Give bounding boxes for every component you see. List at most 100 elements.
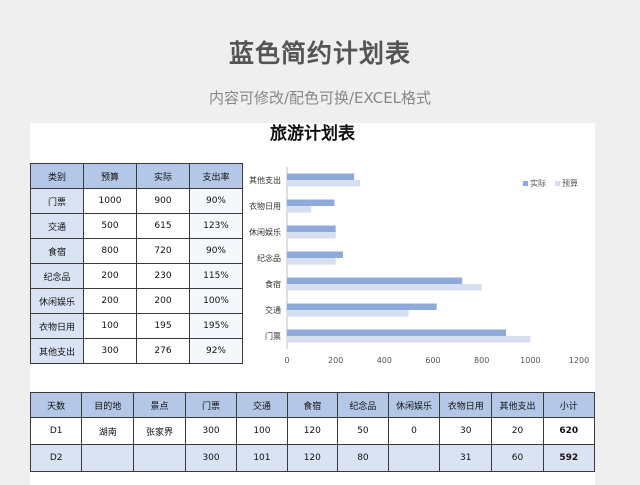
chart-legend-label: 预算 bbox=[562, 178, 578, 188]
chart-bar-actual bbox=[287, 225, 336, 232]
rate-cell[interactable]: 123% bbox=[189, 213, 243, 239]
table-cell[interactable]: 120 bbox=[286, 444, 339, 472]
daily-header-row: 天数 目的地 景点 门票 交通 食宿 纪念品 休闲娱乐 衣物日用 其他支出 小计 bbox=[29, 392, 596, 418]
chart-x-tick-label: 1000 bbox=[520, 356, 540, 365]
actual-cell[interactable]: 200 bbox=[136, 288, 190, 314]
rate-cell[interactable]: 90% bbox=[189, 238, 243, 264]
rate-cell[interactable]: 92% bbox=[189, 338, 243, 364]
chart-legend-swatch bbox=[523, 181, 528, 186]
budget-cell[interactable]: 100 bbox=[83, 313, 137, 339]
table-row: 衣物日用 100 195 195% bbox=[30, 313, 243, 339]
daily-header-cell[interactable]: 小计 bbox=[542, 392, 596, 418]
rate-cell[interactable]: 115% bbox=[189, 263, 243, 289]
daily-header-cell[interactable]: 交通 bbox=[236, 392, 288, 418]
chart-x-tick-label: 600 bbox=[425, 356, 440, 365]
category-cell[interactable]: 食宿 bbox=[30, 238, 84, 264]
budget-header-cell[interactable]: 类别 bbox=[30, 163, 84, 189]
budget-header-cell[interactable]: 支出率 bbox=[189, 163, 243, 189]
daily-header-cell[interactable]: 纪念品 bbox=[337, 392, 389, 418]
table-cell[interactable] bbox=[81, 444, 135, 472]
chart-x-tick-label: 400 bbox=[377, 356, 392, 365]
table-cell[interactable]: 31 bbox=[439, 444, 493, 472]
table-cell[interactable]: 100 bbox=[236, 417, 288, 445]
category-cell[interactable]: 休闲娱乐 bbox=[30, 288, 84, 314]
actual-cell[interactable]: 720 bbox=[136, 238, 190, 264]
table-row: 食宿 800 720 90% bbox=[30, 238, 243, 264]
chart-bar-budget bbox=[287, 310, 409, 317]
chart-legend-swatch bbox=[555, 181, 560, 186]
actual-cell[interactable]: 276 bbox=[136, 338, 190, 364]
chart-category-label: 休闲娱乐 bbox=[249, 227, 281, 237]
table-cell[interactable] bbox=[133, 444, 186, 472]
category-cell[interactable]: 衣物日用 bbox=[30, 313, 84, 339]
rate-cell[interactable]: 90% bbox=[189, 188, 243, 214]
subtotal-cell[interactable]: 592 bbox=[542, 444, 596, 472]
daily-header-cell[interactable]: 门票 bbox=[184, 392, 238, 418]
actual-cell[interactable]: 615 bbox=[136, 213, 190, 239]
table-cell[interactable] bbox=[387, 444, 441, 472]
actual-cell[interactable]: 195 bbox=[136, 313, 190, 339]
chart-bar-budget bbox=[287, 284, 482, 291]
table-row: 其他支出 300 276 92% bbox=[30, 338, 243, 364]
table-cell[interactable]: 80 bbox=[337, 444, 389, 472]
chart-bar-budget bbox=[287, 206, 312, 213]
daily-header-cell[interactable]: 景点 bbox=[133, 392, 186, 418]
table-cell[interactable]: 300 bbox=[184, 444, 238, 472]
chart-bar-budget bbox=[287, 180, 360, 187]
daily-header-cell[interactable]: 衣物日用 bbox=[439, 392, 493, 418]
chart-bar-actual bbox=[287, 199, 335, 206]
rate-cell[interactable]: 195% bbox=[189, 313, 243, 339]
table-cell[interactable]: 120 bbox=[286, 417, 339, 445]
chart-bar-actual bbox=[287, 277, 463, 284]
table-cell[interactable]: 0 bbox=[387, 417, 441, 445]
subtotal-cell[interactable]: 620 bbox=[542, 417, 596, 445]
daily-header-cell[interactable]: 天数 bbox=[29, 392, 83, 418]
budget-cell[interactable]: 200 bbox=[83, 288, 137, 314]
spreadsheet-sheet: 旅游计划表 类别 预算 实际 支出率 门票 1000 900 90% 交通 50… bbox=[29, 123, 596, 485]
daily-header-cell[interactable]: 食宿 bbox=[286, 392, 339, 418]
budget-cell[interactable]: 500 bbox=[83, 213, 137, 239]
budget-header-cell[interactable]: 实际 bbox=[136, 163, 190, 189]
chart-x-tick-label: 1200 bbox=[569, 356, 589, 365]
actual-cell[interactable]: 230 bbox=[136, 263, 190, 289]
chart-bar-actual bbox=[287, 303, 437, 310]
table-cell[interactable]: D1 bbox=[29, 417, 83, 445]
chart-category-label: 食宿 bbox=[265, 279, 281, 289]
table-cell[interactable]: 湖南 bbox=[81, 417, 135, 445]
rate-cell[interactable]: 100% bbox=[189, 288, 243, 314]
budget-header-cell[interactable]: 预算 bbox=[83, 163, 137, 189]
table-cell[interactable]: D2 bbox=[29, 444, 83, 472]
chart-legend-label: 实际 bbox=[530, 178, 546, 188]
table-cell[interactable]: 30 bbox=[439, 417, 493, 445]
table-row: D1 湖南 张家界 300 100 120 50 0 30 20 620 bbox=[29, 417, 596, 445]
actual-cell[interactable]: 900 bbox=[136, 188, 190, 214]
table-cell[interactable]: 50 bbox=[337, 417, 389, 445]
table-row: 纪念品 200 230 115% bbox=[30, 263, 243, 289]
table-cell[interactable]: 张家界 bbox=[133, 417, 186, 445]
chart-x-tick-label: 800 bbox=[474, 356, 489, 365]
daily-header-cell[interactable]: 目的地 bbox=[81, 392, 135, 418]
category-cell[interactable]: 交通 bbox=[30, 213, 84, 239]
table-row: 休闲娱乐 200 200 100% bbox=[30, 288, 243, 314]
budget-cell[interactable]: 1000 bbox=[83, 188, 137, 214]
table-cell[interactable]: 20 bbox=[491, 417, 544, 445]
daily-header-cell[interactable]: 休闲娱乐 bbox=[387, 392, 441, 418]
chart-category-label: 交通 bbox=[265, 305, 281, 315]
daily-table: 天数 目的地 景点 门票 交通 食宿 纪念品 休闲娱乐 衣物日用 其他支出 小计… bbox=[29, 392, 596, 472]
budget-cell[interactable]: 200 bbox=[83, 263, 137, 289]
category-cell[interactable]: 其他支出 bbox=[30, 338, 84, 364]
budget-cell[interactable]: 300 bbox=[83, 338, 137, 364]
page-title: 蓝色简约计划表 bbox=[228, 39, 411, 68]
budget-cell[interactable]: 800 bbox=[83, 238, 137, 264]
table-cell[interactable]: 60 bbox=[491, 444, 544, 472]
daily-header-cell[interactable]: 其他支出 bbox=[491, 392, 544, 418]
table-row: 门票 1000 900 90% bbox=[30, 188, 243, 214]
budget-bar-chart: 其他支出 衣物日用 休闲娱乐 纪念品 食宿 交通 门票 0 200 400 600 800 1000 12… bbox=[242, 163, 595, 369]
table-cell[interactable]: 101 bbox=[236, 444, 288, 472]
chart-bar-budget bbox=[287, 232, 336, 239]
chart-bar-budget bbox=[287, 336, 531, 343]
category-cell[interactable]: 纪念品 bbox=[30, 263, 84, 289]
table-cell[interactable]: 300 bbox=[184, 417, 238, 445]
category-cell[interactable]: 门票 bbox=[30, 188, 84, 214]
